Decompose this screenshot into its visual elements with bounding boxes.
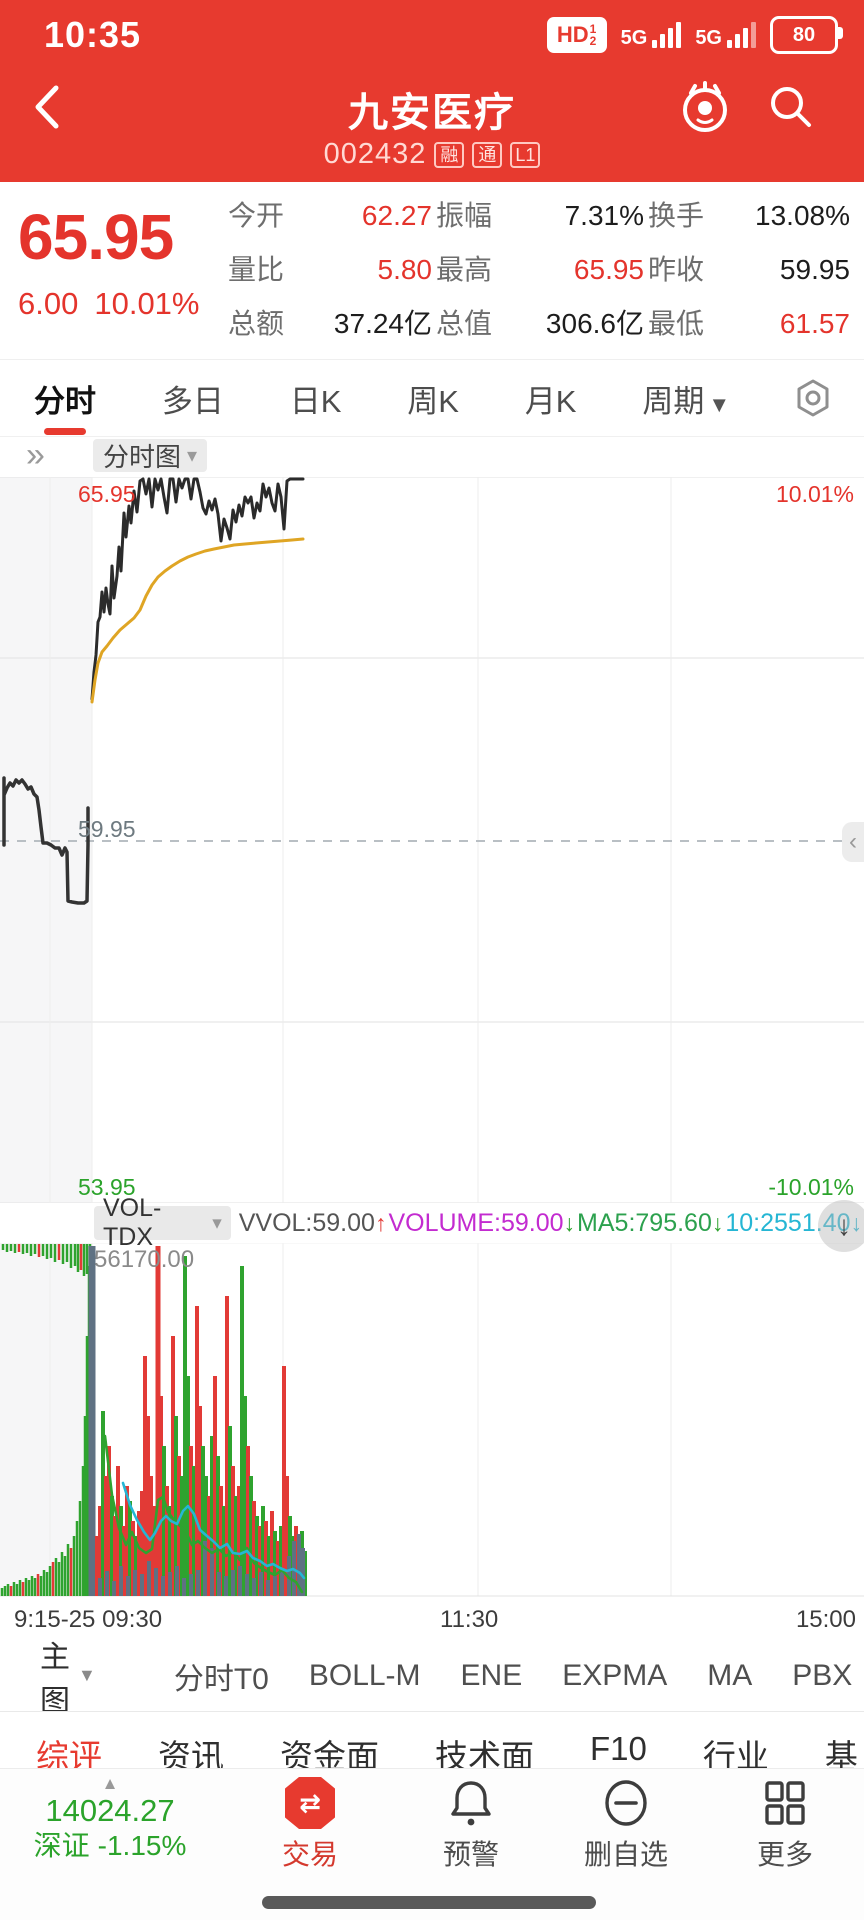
up-arrow-icon: ↑ (374, 1209, 387, 1236)
chevron-down-icon: ▼ (708, 391, 731, 417)
szse-connect-badge: 通 (472, 141, 503, 168)
stat-open: 今开 62.27 (228, 200, 432, 231)
stat-volume-ratio: 量比 5.80 (228, 254, 432, 285)
home-indicator[interactable] (262, 1896, 596, 1909)
time-axis: 9:15-25 09:30 11:30 15:00 (0, 1600, 864, 1638)
more-button[interactable]: 更多 (720, 1777, 850, 1873)
chart-toolbar: » 分时图 ▾ (0, 437, 864, 477)
stat-amount: 总额 37.24亿 (228, 308, 432, 339)
stat-prev-close: 昨收 59.95 (648, 254, 850, 285)
down-arrow-icon: ↓ (850, 1209, 863, 1236)
chevron-up-icon: ▲ (101, 1774, 119, 1793)
ma5-value: MA5:795.60 (577, 1208, 712, 1237)
pct-axis-high: 10.01% (775, 481, 854, 507)
ma10-value: 10:2551.40 (725, 1208, 851, 1237)
signal-strength-icon-sim2: 5G (695, 22, 756, 48)
tab-monthly-k[interactable]: 月K (524, 383, 577, 419)
chart-drag-handle[interactable]: ‹ (842, 822, 864, 862)
grid-icon (720, 1777, 850, 1829)
volume-max-label: 56170.00 (94, 1246, 195, 1273)
indicator-ene[interactable]: ENE (460, 1658, 523, 1692)
remove-watchlist-button[interactable]: 删自选 (561, 1777, 691, 1873)
main-chart-selector[interactable]: 主图 ▼ (40, 1640, 96, 1712)
indicator-tab-bar: 主图 ▼ 分时T0 BOLL-M ENE EXPMA MA PBX XS (0, 1640, 864, 1712)
margin-badge: 融 (434, 141, 465, 168)
volume-indicator-bar: VOL-TDX ▾ VVOL:59.00 ↑ VOLUME:59.00 ↓ MA… (0, 1194, 864, 1251)
chevron-down-icon: ▾ (212, 1212, 222, 1234)
tab-daily-k[interactable]: 日K (289, 383, 342, 419)
indicator-ma[interactable]: MA (707, 1658, 753, 1692)
index-percent: -1.15% (97, 1830, 187, 1861)
pct-axis-low: -10.01% (768, 1174, 854, 1200)
index-value: 14024.27 (45, 1793, 175, 1828)
quote-stats-grid: 今开 62.27 振幅 7.31% 换手 13.08% 量比 5.80 最高 65.95 … (228, 194, 854, 342)
search-icon[interactable] (764, 80, 816, 132)
bottom-nav-bar: ▲ 14024.27 深证 -1.15% ⇄ 交易 预警 删自选 更多 (0, 1768, 864, 1920)
change-amount: 6.00 (18, 286, 79, 321)
tab-weekly-k[interactable]: 周K (407, 383, 459, 419)
tab-intraday[interactable]: 分时 (30, 362, 100, 435)
assistant-mascot-icon[interactable] (678, 80, 732, 134)
stock-code: 002432 (323, 138, 427, 170)
minus-circle-icon (561, 1777, 691, 1829)
price-change: 6.00 10.01% (18, 286, 199, 322)
chart-settings-icon[interactable] (792, 377, 834, 419)
trade-swap-icon: ⇄ (285, 1777, 335, 1829)
level1-badge: L1 (510, 141, 541, 168)
tab-f10[interactable]: F10 (590, 1730, 647, 1767)
last-price: 65.95 (18, 201, 174, 273)
stat-low: 最低 61.57 (648, 308, 850, 339)
stat-market-cap: 总值 306.6亿 (436, 308, 644, 339)
time-axis-noon: 11:30 (440, 1606, 499, 1633)
indicator-boll-m[interactable]: BOLL-M (308, 1658, 421, 1692)
chevron-down-icon: ▾ (187, 445, 198, 467)
chart-type-selector[interactable]: 分时图 ▾ (93, 439, 208, 472)
indicator-expma[interactable]: EXPMA (562, 1658, 668, 1692)
stat-turnover: 换手 13.08% (648, 200, 850, 231)
price-axis-prev-close: 59.95 (78, 816, 136, 842)
tab-multiday[interactable]: 多日 (161, 383, 224, 419)
stock-title: 九安医疗 (348, 91, 516, 135)
vvol-value: VVOL:59.00 (238, 1208, 375, 1237)
alert-button[interactable]: 预警 (406, 1777, 536, 1873)
quote-panel: 65.95 6.00 10.01% 今开 62.27 振幅 7.31% 换手 13.0… (0, 182, 864, 360)
change-percent: 10.01% (94, 286, 200, 321)
chevron-down-icon: ▼ (78, 1665, 96, 1685)
index-name: 深证 (33, 1830, 90, 1861)
period-tab-bar: 分时 多日 日K 周K 月K 周期 ▼ (0, 360, 864, 437)
indicator-pbx[interactable]: PBX (792, 1658, 853, 1692)
time-axis-close: 15:00 (795, 1606, 856, 1633)
bell-icon (406, 1777, 536, 1829)
stat-amplitude: 振幅 7.31% (436, 200, 644, 231)
stat-high: 最高 65.95 (436, 254, 644, 285)
index-quote-shortcut[interactable]: ▲ 14024.27 深证 -1.15% (20, 1775, 200, 1863)
status-time: 10:35 (44, 14, 142, 55)
time-axis-open: 9:15-25 09:30 (14, 1606, 163, 1633)
back-button[interactable] (26, 82, 70, 132)
volume-indicator-selector[interactable]: VOL-TDX ▾ (94, 1194, 231, 1251)
signal-strength-icon-sim1: 5G (621, 22, 682, 48)
battery-icon: 80 (770, 16, 843, 54)
down-arrow-icon: ↓ (711, 1209, 724, 1236)
price-axis-high: 65.95 (78, 481, 136, 507)
stock-subtitle: 002432 融 通 L1 (0, 138, 864, 171)
expand-panel-icon[interactable]: » (26, 436, 45, 474)
trade-button[interactable]: ⇄ 交易 (245, 1777, 375, 1873)
indicator-fenshi-t0[interactable]: 分时T0 (173, 1662, 269, 1696)
tab-period-dropdown[interactable]: 周期 ▼ (642, 383, 731, 419)
down-arrow-icon: ↓ (563, 1209, 576, 1236)
indicator-scroll-handle[interactable]: ↓ (818, 1200, 864, 1252)
volume-value: VOLUME:59.00 (388, 1208, 564, 1237)
